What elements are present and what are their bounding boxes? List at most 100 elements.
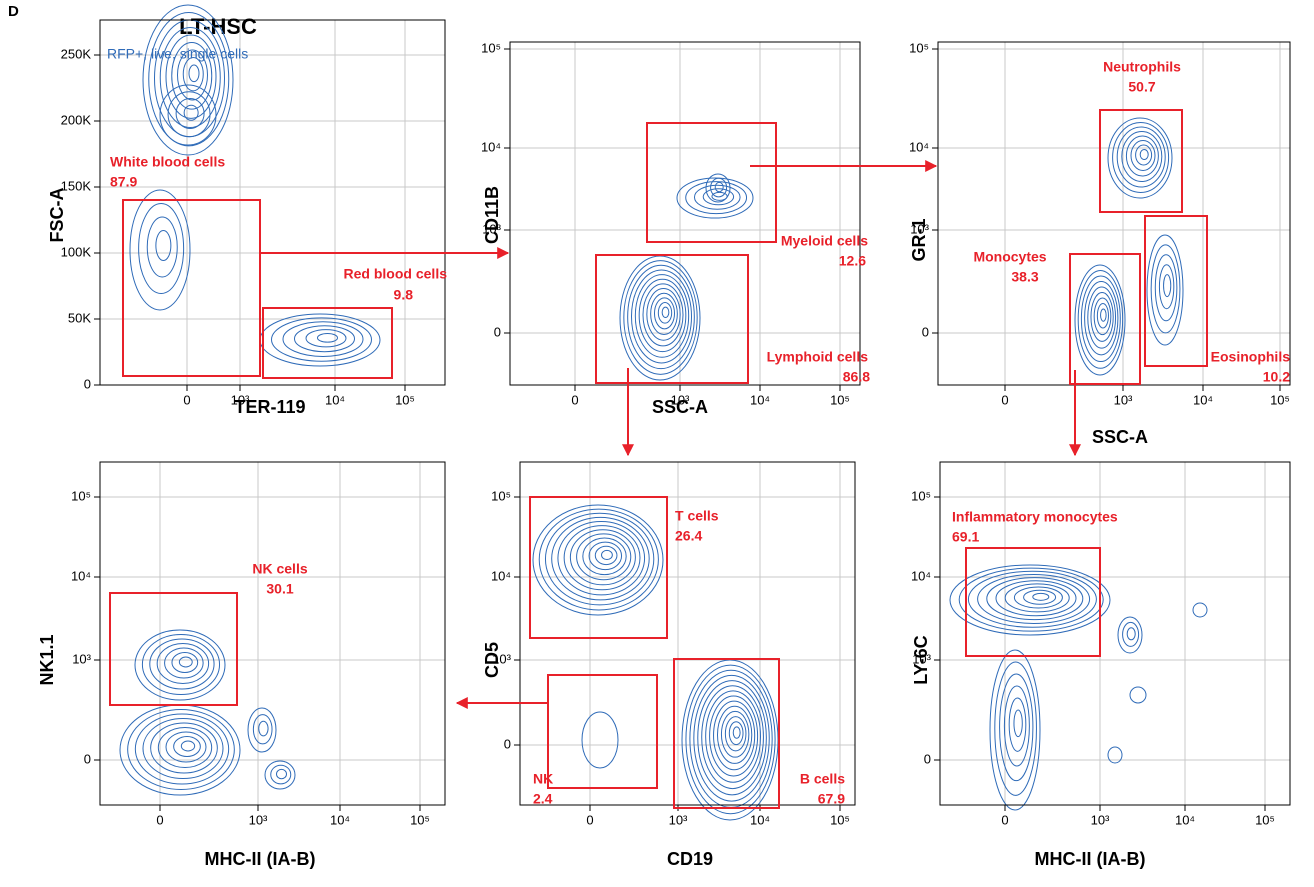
- contour: [709, 695, 759, 777]
- x-tick-label: 10³: [1091, 812, 1110, 827]
- contour: [1090, 292, 1114, 342]
- plot-frame: [99, 461, 446, 806]
- contour: [967, 570, 1097, 628]
- contour: [127, 709, 235, 790]
- gate-percent: 2.4: [533, 791, 553, 807]
- contour: [685, 664, 776, 815]
- contour: [638, 278, 687, 353]
- contour: [581, 711, 619, 769]
- gate-percent: 30.1: [266, 581, 293, 597]
- y-axis-label: LY-6C: [911, 635, 931, 684]
- contour: [627, 264, 695, 370]
- y-axis-label: CD11B: [482, 186, 502, 244]
- contour: [1008, 697, 1027, 752]
- contour: [142, 4, 234, 156]
- contour: [294, 325, 355, 353]
- contour: [1093, 297, 1112, 336]
- contour: [173, 736, 201, 757]
- contour: [155, 230, 172, 261]
- gate-percent: 9.8: [394, 287, 414, 303]
- y-tick-label: 10⁵: [71, 488, 91, 503]
- x-tick-label: 0: [156, 812, 163, 827]
- plot-frame: [509, 41, 861, 386]
- contour: [994, 661, 1037, 796]
- plot-frame: [939, 461, 1291, 806]
- gate: [262, 307, 393, 379]
- y-tick-label: 0: [494, 324, 501, 339]
- contour: [676, 177, 754, 219]
- x-tick-label: 0: [586, 812, 593, 827]
- contour: [701, 685, 764, 790]
- y-tick-label: 0: [922, 324, 929, 339]
- contour: [1116, 126, 1166, 188]
- contour: [551, 516, 650, 601]
- contour: [276, 768, 287, 780]
- contour: [146, 216, 178, 278]
- contour: [710, 177, 728, 198]
- contour: [714, 181, 724, 193]
- contour: [654, 297, 675, 330]
- contour: [1107, 117, 1173, 199]
- contour: [705, 173, 731, 203]
- contour: [1121, 131, 1163, 182]
- gate-percent: 69.1: [952, 529, 979, 545]
- plot-panel: 0 10³ 10⁴ 10⁵ 0 10³ 10⁴ 10⁵ CD11B SSC-A Myeloid ce…: [481, 40, 870, 416]
- contour: [563, 525, 641, 591]
- contour: [1107, 746, 1123, 764]
- gate-percent: 12.6: [839, 253, 866, 269]
- contour: [1122, 621, 1140, 647]
- contour: [697, 680, 767, 796]
- contour: [134, 629, 226, 701]
- contour: [1096, 303, 1109, 329]
- y-tick-label: 0: [84, 751, 91, 766]
- contour: [138, 203, 185, 294]
- gate-name: T cells: [675, 508, 719, 524]
- x-tick-label: 10⁴: [1175, 812, 1195, 827]
- contour: [623, 260, 698, 375]
- y-tick-label: 10⁵: [481, 40, 501, 55]
- gate: [122, 199, 261, 377]
- contour: [569, 529, 636, 586]
- gate: [673, 658, 780, 809]
- contour: [1130, 140, 1156, 171]
- population-note: RFP+, live, single cells: [107, 46, 248, 62]
- gate-name: Myeloid cells: [781, 233, 868, 249]
- y-tick-label: 0: [924, 751, 931, 766]
- contour: [159, 27, 221, 128]
- contour: [634, 274, 690, 358]
- contour: [171, 652, 199, 673]
- contour: [1129, 686, 1147, 704]
- x-tick-label: 10⁵: [830, 812, 850, 827]
- contour: [182, 57, 204, 92]
- x-tick-label: 10³: [1114, 392, 1133, 407]
- y-tick-label: 10⁴: [909, 139, 929, 154]
- contour: [716, 705, 753, 764]
- x-tick-label: 0: [571, 392, 578, 407]
- contour: [958, 567, 1104, 632]
- contour: [178, 656, 193, 668]
- x-tick-label: 0: [1001, 392, 1008, 407]
- contour: [305, 329, 347, 348]
- contour: [164, 647, 204, 679]
- contour: [732, 726, 741, 739]
- contour: [657, 302, 673, 324]
- gate-percent: 87.9: [110, 174, 137, 190]
- contour: [582, 537, 627, 576]
- gate-name: B cells: [800, 771, 845, 787]
- contour: [1146, 234, 1184, 346]
- gate: [965, 547, 1101, 657]
- x-axis-label: SSC-A: [1092, 427, 1148, 447]
- contour: [532, 504, 664, 616]
- contour: [148, 12, 230, 147]
- gate: [646, 122, 777, 243]
- y-axis-label: FSC-A: [47, 188, 67, 243]
- contour: [702, 188, 735, 206]
- contour: [134, 713, 230, 785]
- gate-name: White blood cells: [110, 154, 225, 170]
- x-tick-label: 10³: [669, 812, 688, 827]
- contour: [1084, 281, 1119, 356]
- contour: [1013, 709, 1023, 738]
- gate-name: Neutrophils: [1103, 59, 1181, 75]
- contour: [1077, 270, 1124, 369]
